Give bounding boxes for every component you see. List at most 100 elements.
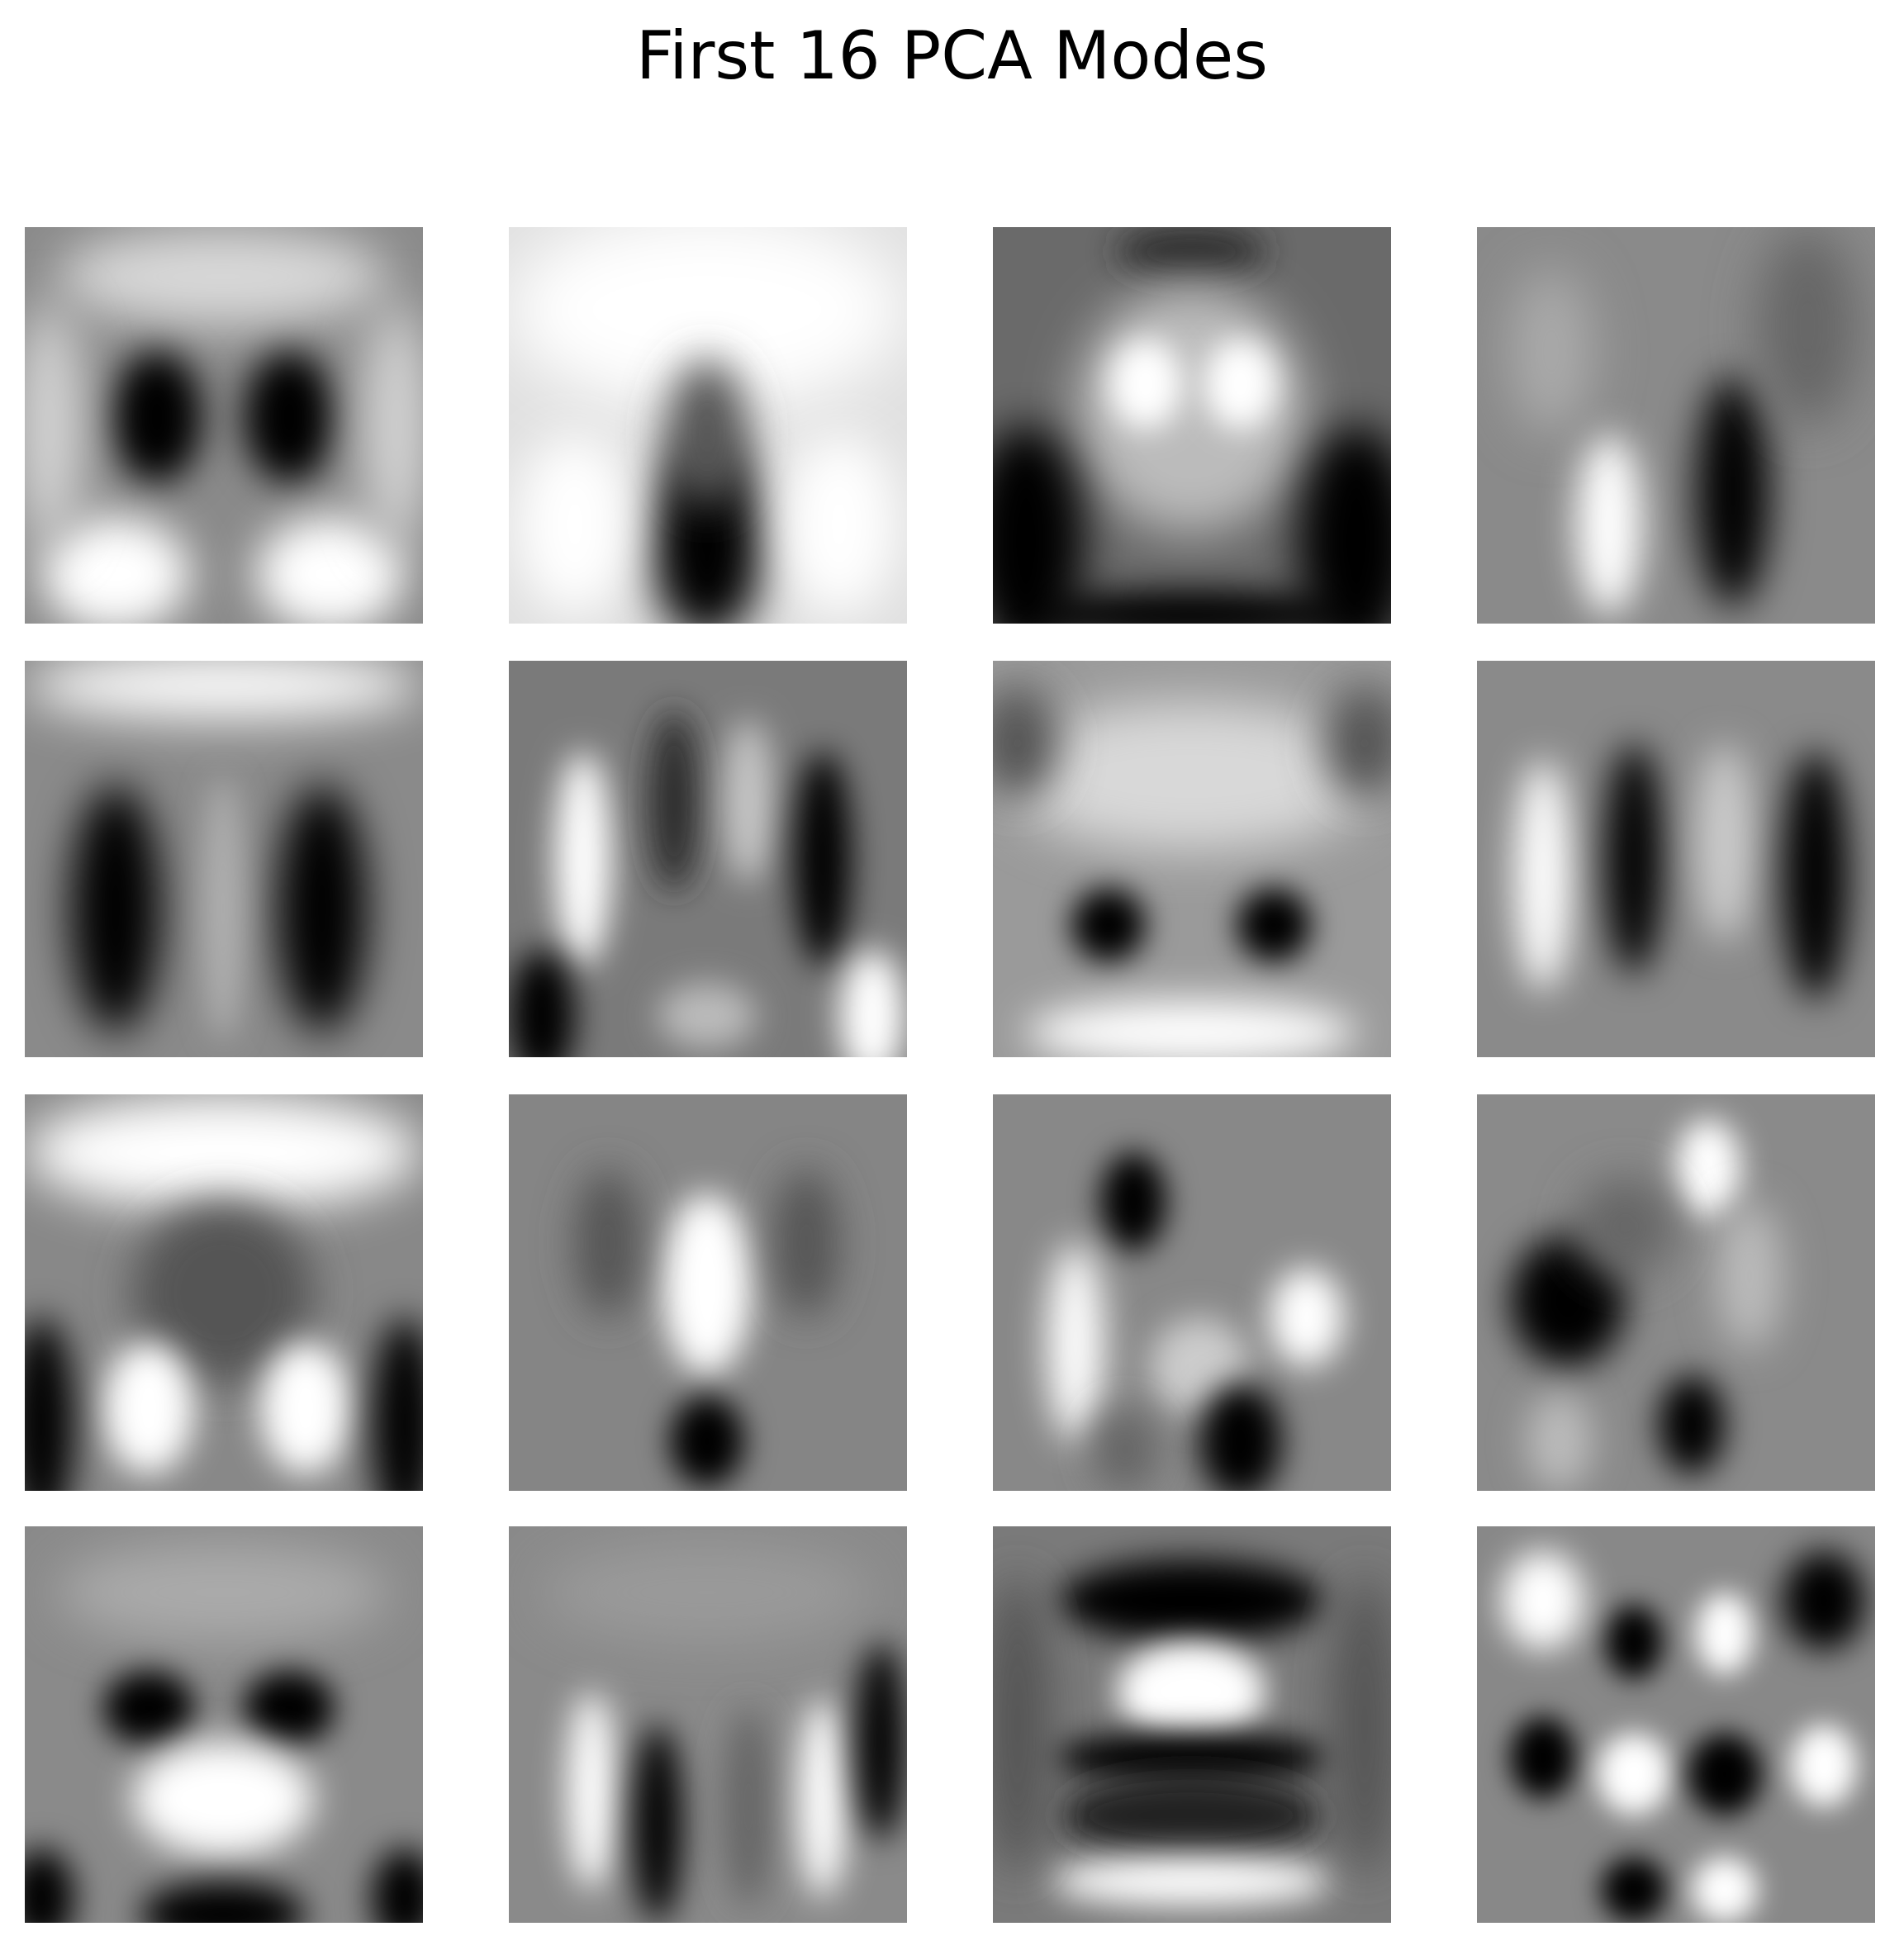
mode-blob: [25, 661, 421, 719]
pca-mode-panel-13: [25, 1526, 423, 1923]
pca-mode-panel-1: [25, 227, 423, 624]
pca-mode-image-12: [1477, 1094, 1875, 1491]
pca-mode-panel-8: [1477, 661, 1875, 1057]
mode-blob: [649, 710, 699, 892]
figure-title: First 16 PCA Modes: [636, 17, 1268, 94]
mode-blob: [1605, 743, 1663, 975]
mode-blob: [132, 1741, 314, 1857]
pca-mode-panel-12: [1477, 1094, 1875, 1491]
mode-blob: [1692, 1857, 1758, 1923]
mode-blob: [277, 785, 368, 1032]
mode-blob: [1659, 1375, 1725, 1474]
mode-blob: [1696, 376, 1770, 607]
mode-blob: [1117, 1642, 1265, 1741]
mode-blob: [1758, 227, 1857, 425]
mode-blob: [1075, 285, 1307, 533]
mode-blob: [839, 950, 905, 1057]
mode-blob: [244, 1671, 335, 1745]
mode-blob: [132, 1202, 314, 1383]
pca-mode-image-3: [993, 227, 1391, 624]
mode-blob: [1510, 1235, 1626, 1367]
mode-blob: [1071, 888, 1146, 962]
pca-mode-panel-16: [1477, 1526, 1875, 1923]
pca-mode-image-4: [1477, 227, 1875, 624]
mode-blob: [112, 351, 202, 483]
mode-blob: [724, 719, 773, 884]
mode-blob: [1270, 1268, 1344, 1367]
pca-mode-image-1: [25, 227, 423, 624]
pca-mode-image-15: [993, 1526, 1391, 1923]
mode-blob: [58, 1543, 388, 1642]
mode-blob: [575, 1169, 641, 1317]
mode-blob: [1204, 339, 1278, 429]
mode-blob: [1527, 1392, 1593, 1491]
mode-blob: [649, 442, 765, 624]
pca-mode-image-6: [509, 661, 907, 1057]
pca-mode-image-5: [25, 661, 423, 1057]
mode-blob: [509, 227, 905, 409]
mode-blob: [542, 1543, 872, 1642]
mode-blob: [662, 1193, 753, 1375]
pca-mode-image-11: [993, 1094, 1391, 1491]
mode-blob: [25, 1848, 74, 1923]
mode-blob: [58, 227, 388, 326]
mode-blob: [25, 1094, 421, 1210]
mode-blob: [1597, 1733, 1671, 1815]
pca-mode-panel-10: [509, 1094, 907, 1491]
mode-blob: [70, 785, 161, 1032]
mode-blob: [25, 1317, 74, 1491]
mode-blob: [798, 1700, 848, 1898]
pca-mode-panel-15: [993, 1526, 1391, 1923]
mode-blob: [1332, 1576, 1391, 1873]
mode-blob: [1510, 1716, 1576, 1799]
mode-blob: [658, 983, 757, 1049]
pca-mode-image-14: [509, 1526, 907, 1923]
mode-blob: [1051, 1857, 1332, 1906]
mode-blob: [140, 1881, 306, 1923]
mode-blob: [256, 516, 405, 624]
mode-blob: [724, 1708, 773, 1906]
mode-blob: [372, 1317, 423, 1491]
mode-blob: [1026, 591, 1356, 624]
mode-blob: [1576, 434, 1642, 615]
mode-blob: [1092, 1408, 1158, 1491]
mode-blob: [1109, 339, 1183, 429]
mode-blob: [1001, 702, 1381, 851]
pca-mode-image-13: [25, 1526, 423, 1923]
mode-blob: [1716, 1202, 1783, 1350]
mode-blob: [856, 1642, 905, 1840]
mode-blob: [202, 776, 244, 1041]
mode-blob: [1696, 1592, 1754, 1675]
mode-blob: [1510, 268, 1593, 434]
pca-mode-panel-2: [509, 227, 907, 624]
mode-blob: [517, 434, 633, 615]
mode-blob: [781, 434, 897, 615]
pca-mode-panel-4: [1477, 227, 1875, 624]
mode-blob: [244, 351, 335, 483]
mode-blob: [554, 752, 612, 966]
pca-mode-image-8: [1477, 661, 1875, 1057]
mode-blob: [1502, 1551, 1584, 1650]
mode-blob: [509, 950, 575, 1057]
mode-blob: [633, 1725, 682, 1923]
mode-blob: [1047, 1243, 1104, 1441]
pca-mode-panel-9: [25, 1094, 423, 1491]
mode-blob: [1026, 999, 1356, 1057]
mode-blob: [1783, 1551, 1865, 1650]
mode-blob: [1059, 1774, 1323, 1857]
mode-blob: [773, 1169, 839, 1317]
pca-mode-image-10: [509, 1094, 907, 1491]
mode-blob: [993, 425, 1084, 624]
mode-blob: [993, 1576, 1051, 1873]
pca-mode-panel-3: [993, 227, 1391, 624]
mode-blob: [1675, 1119, 1741, 1218]
mode-blob: [794, 752, 852, 966]
mode-blob: [1514, 760, 1572, 991]
mode-blob: [1051, 1733, 1332, 1782]
mode-blob: [103, 1671, 194, 1745]
mode-blob: [567, 1692, 616, 1890]
mode-blob: [1783, 752, 1849, 999]
pca-mode-image-9: [25, 1094, 423, 1491]
mode-blob: [372, 1848, 423, 1923]
